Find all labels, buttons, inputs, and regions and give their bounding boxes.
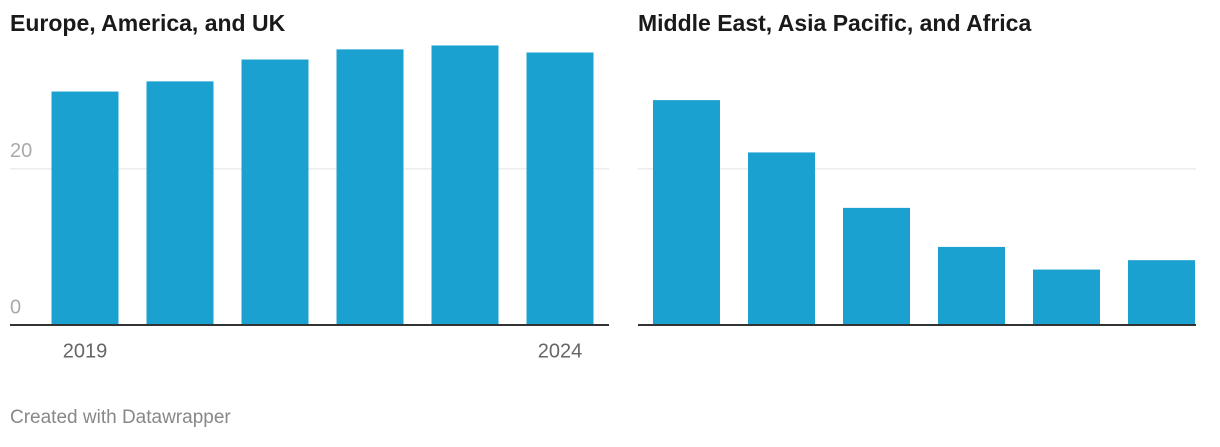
y-tick-label: 20 xyxy=(10,140,32,162)
bar xyxy=(843,207,910,325)
bar xyxy=(336,49,404,325)
bar xyxy=(1033,269,1100,325)
bar xyxy=(146,81,214,325)
bar xyxy=(431,45,499,325)
chart-title: Middle East, Asia Pacific, and Africa xyxy=(638,10,1031,36)
footer: Created with Datawrapper xyxy=(10,407,231,428)
x-tick-label: 2024 xyxy=(538,340,583,362)
bar xyxy=(1128,260,1195,325)
x-tick-label: 2019 xyxy=(63,340,108,362)
y-tick-label: 0 xyxy=(10,296,21,318)
bar xyxy=(51,91,119,326)
bar xyxy=(653,100,720,325)
chart-title: Europe, America, and UK xyxy=(10,10,286,36)
bar xyxy=(938,246,1005,325)
bar xyxy=(241,59,309,326)
bar xyxy=(748,152,815,325)
bar xyxy=(526,52,594,325)
